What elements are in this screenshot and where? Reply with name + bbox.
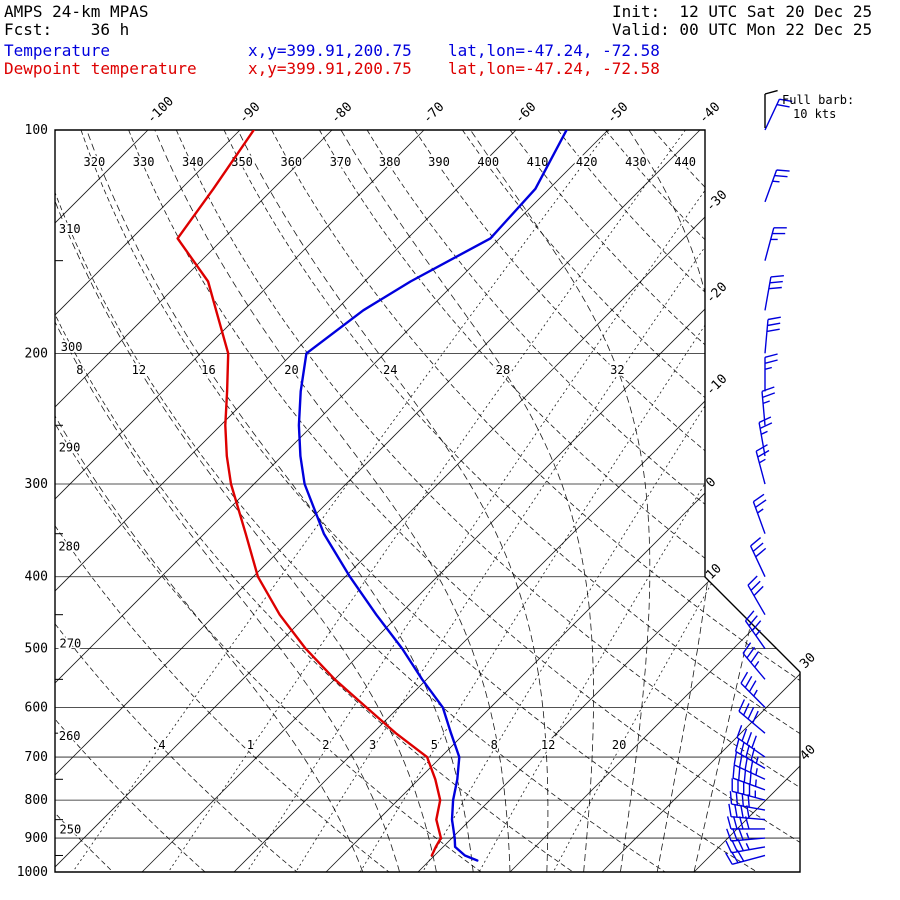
svg-text:410: 410: [527, 155, 549, 169]
svg-text:370: 370: [330, 155, 352, 169]
svg-text:30: 30: [797, 650, 819, 672]
svg-text:380: 380: [379, 155, 401, 169]
svg-text:430: 430: [625, 155, 647, 169]
legend-temperature-latlon: lat,lon=-47.24, -72.58: [448, 41, 660, 60]
svg-text:600: 600: [25, 700, 48, 715]
svg-text:28: 28: [496, 363, 510, 377]
svg-text:400: 400: [477, 155, 499, 169]
svg-text:900: 900: [25, 831, 48, 846]
svg-text:250: 250: [60, 822, 82, 836]
svg-text:20: 20: [612, 738, 626, 752]
init-time: Init: 12 UTC Sat 20 Dec 25: [612, 2, 873, 21]
svg-text:-100: -100: [144, 94, 177, 127]
svg-text:100: 100: [25, 123, 48, 138]
svg-text:12: 12: [132, 363, 146, 377]
dewpoint-trace: [176, 130, 443, 857]
barb-legend: Full barb:10 kts: [764, 89, 854, 128]
svg-text:-30: -30: [703, 188, 730, 215]
svg-text:8: 8: [491, 738, 498, 752]
svg-text:-10: -10: [703, 372, 730, 399]
plot-border: [54, 129, 801, 873]
barb-legend-value: 10 kts: [793, 107, 836, 121]
svg-text:10: 10: [703, 561, 725, 583]
legend-temperature-xy: x,y=399.91,200.75: [248, 41, 412, 60]
svg-text:3: 3: [369, 738, 376, 752]
svg-text:-80: -80: [328, 100, 355, 127]
legend-dewpoint-xy: x,y=399.91,200.75: [248, 59, 412, 78]
svg-text:.4: .4: [151, 738, 165, 752]
temperature-trace: [297, 130, 568, 862]
svg-text:300: 300: [25, 477, 48, 492]
svg-text:390: 390: [428, 155, 450, 169]
forecast-hour: Fcst: 36 h: [4, 20, 130, 39]
svg-text:320: 320: [84, 155, 106, 169]
svg-text:200: 200: [25, 346, 48, 361]
svg-text:12: 12: [541, 738, 555, 752]
svg-text:1000: 1000: [17, 865, 48, 880]
pressure-minor-ticks: [55, 260, 63, 856]
svg-text:20: 20: [284, 363, 298, 377]
svg-text:800: 800: [25, 793, 48, 808]
mixing-ratio-lines: [72, 130, 800, 872]
sounding-traces: [176, 130, 568, 862]
svg-text:16: 16: [201, 363, 215, 377]
svg-text:400: 400: [25, 570, 48, 585]
svg-text:5: 5: [431, 738, 438, 752]
svg-text:340: 340: [182, 155, 204, 169]
svg-text:300: 300: [61, 340, 83, 354]
svg-text:1: 1: [247, 738, 254, 752]
legend-temperature-label: Temperature: [4, 41, 110, 60]
svg-text:440: 440: [674, 155, 696, 169]
svg-text:500: 500: [25, 642, 48, 657]
legend-dewpoint-latlon: lat,lon=-47.24, -72.58: [448, 59, 660, 78]
svg-text:310: 310: [59, 222, 81, 236]
svg-text:420: 420: [576, 155, 598, 169]
valid-time: Valid: 00 UTC Mon 22 Dec 25: [612, 20, 873, 39]
svg-text:-50: -50: [604, 100, 631, 127]
isobars: [55, 352, 800, 839]
model-title: AMPS 24-km MPAS: [4, 2, 149, 21]
wind-barbs: [725, 98, 793, 865]
svg-text:280: 280: [58, 539, 80, 553]
svg-text:-40: -40: [696, 100, 723, 127]
svg-text:-70: -70: [420, 100, 447, 127]
svg-text:360: 360: [280, 155, 302, 169]
svg-text:330: 330: [133, 155, 155, 169]
svg-text:32: 32: [610, 363, 624, 377]
legend-dewpoint-label: Dewpoint temperature: [4, 59, 197, 78]
barb-legend-title: Full barb:: [782, 93, 854, 107]
svg-text:24: 24: [383, 363, 397, 377]
svg-text:-90: -90: [236, 100, 263, 127]
svg-text:-60: -60: [512, 100, 539, 127]
svg-text:260: 260: [59, 729, 81, 743]
svg-text:-20: -20: [703, 280, 730, 307]
svg-text:700: 700: [25, 750, 48, 765]
svg-text:8: 8: [76, 363, 83, 377]
moist-adiabats: [55, 130, 800, 872]
axis-labels: 100 200 300 400 500 600 700 800 900 1000 -100 -90 -8…: [17, 94, 819, 880]
svg-text:2: 2: [322, 738, 329, 752]
svg-text:290: 290: [59, 441, 81, 455]
svg-text:270: 270: [60, 636, 82, 650]
